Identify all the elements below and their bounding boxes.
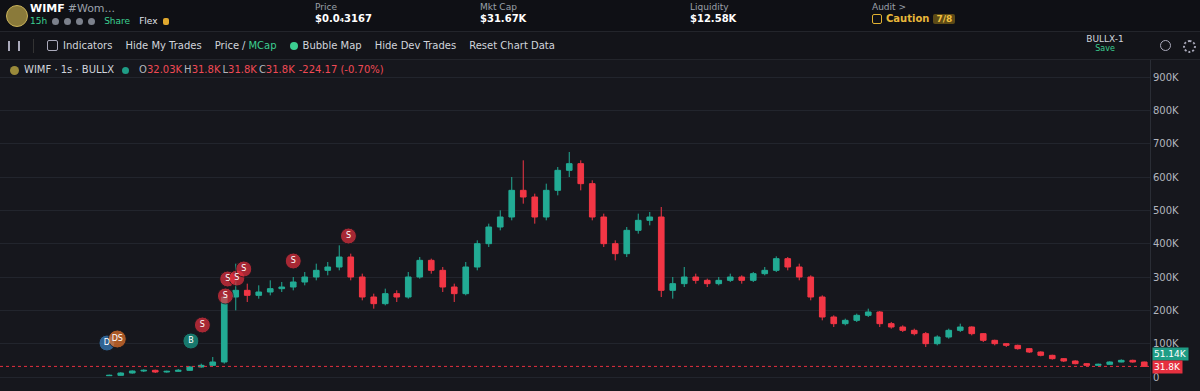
svg-text:800K: 800K [1153, 105, 1179, 116]
html-text:WIMF #Wom...: WIMF #Wom... [30, 2, 116, 15]
html-text:Reset Chart Data: Reset Chart Data [469, 40, 555, 51]
html-text:Bubble Map: Bubble Map [302, 40, 362, 51]
svg-text:0: 0 [1153, 372, 1159, 383]
svg-text:600K: 600K [1153, 172, 1179, 183]
svg-text:D: D [104, 338, 110, 347]
html-text:Hide My Trades: Hide My Trades [125, 40, 202, 51]
svg-text:300K: 300K [1153, 272, 1179, 283]
svg-text:400K: 400K [1153, 238, 1179, 249]
svg-text:51.14K: 51.14K [1154, 349, 1187, 359]
html-text:$12.58K: $12.58K [690, 13, 737, 24]
html-text:WIMF · 1s · BULLX: WIMF · 1s · BULLX [24, 64, 114, 75]
html-text:7/8: 7/8 [936, 13, 953, 24]
html-text:$31.67K: $31.67K [480, 13, 527, 24]
html-text:Hide Dev Trades: Hide Dev Trades [374, 40, 457, 51]
svg-text:700K: 700K [1153, 138, 1179, 149]
svg-text:S: S [241, 264, 246, 273]
svg-text:900K: 900K [1153, 72, 1179, 83]
html-text:Caution: Caution [886, 13, 930, 24]
svg-text:200K: 200K [1153, 305, 1179, 316]
svg-text:DS: DS [112, 334, 123, 343]
svg-text:S: S [291, 256, 296, 265]
html-text:Save: Save [1095, 44, 1115, 53]
svg-text:S: S [234, 273, 239, 282]
html-text:Price / MCap: Price / MCap [214, 40, 277, 51]
html-text:Mkt Cap: Mkt Cap [480, 2, 517, 12]
html-text:O 32.03K H 31.8K L 31.8K C 31.: O 32.03K H 31.8K L 31.8K C 31.8K -224.17… [139, 64, 384, 75]
html-text:Indicators: Indicators [63, 40, 113, 51]
svg-text:S: S [223, 291, 228, 300]
svg-text:S: S [346, 231, 351, 240]
svg-text:100K: 100K [1153, 338, 1179, 349]
html-text:Liquidity: Liquidity [690, 2, 729, 12]
svg-text:B: B [188, 336, 194, 345]
html-text:BULLX-1: BULLX-1 [1086, 34, 1124, 44]
svg-text:S: S [225, 274, 230, 283]
html-text:Share: Share [104, 16, 131, 26]
svg-text:S: S [200, 320, 205, 329]
svg-text:500K: 500K [1153, 205, 1179, 216]
html-text:15h: 15h [30, 16, 48, 26]
html-text:Price: Price [315, 2, 337, 12]
html-text:Audit >: Audit > [872, 2, 906, 12]
html-text:Flex: Flex [139, 16, 158, 26]
html-text:$0.0₄3167: $0.0₄3167 [315, 13, 372, 24]
svg-text:31.8K: 31.8K [1154, 362, 1181, 372]
